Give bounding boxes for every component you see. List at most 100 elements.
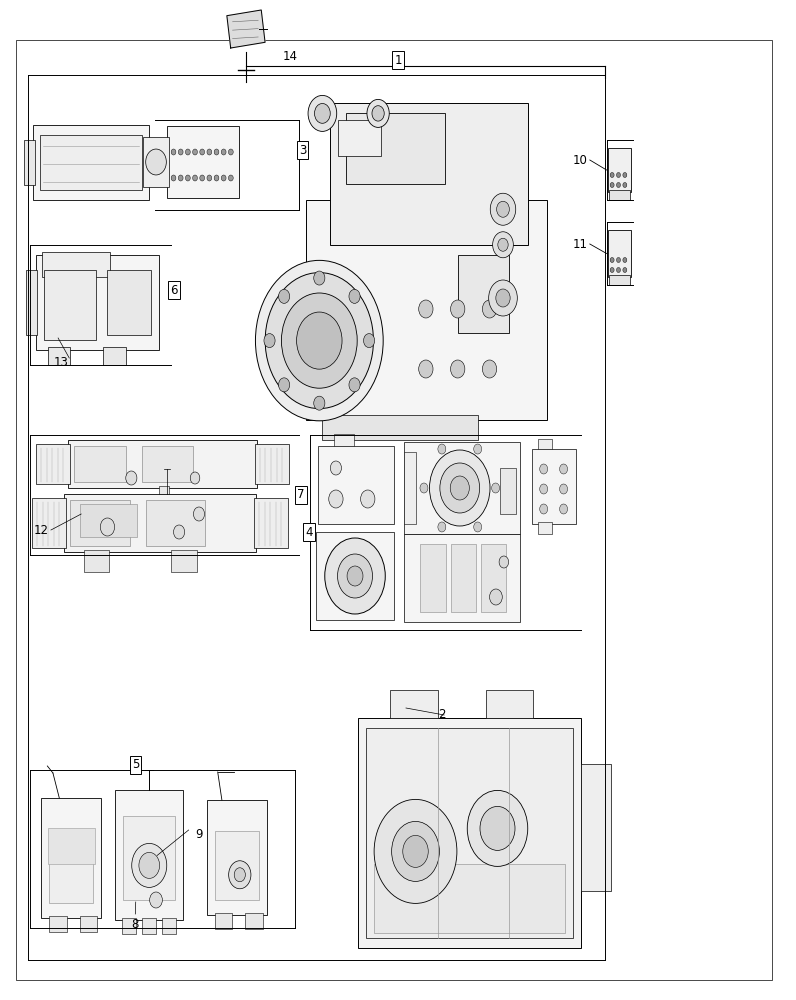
Bar	[41, 798, 101, 918]
Circle shape	[622, 267, 627, 272]
Circle shape	[438, 522, 446, 532]
Text: 9: 9	[195, 828, 202, 842]
Bar	[608, 148, 631, 192]
Circle shape	[617, 182, 621, 187]
Circle shape	[361, 490, 375, 508]
Bar	[70, 500, 130, 546]
Circle shape	[622, 172, 627, 177]
Circle shape	[347, 566, 363, 586]
Bar	[167, 126, 239, 198]
Circle shape	[372, 106, 384, 121]
Circle shape	[419, 300, 433, 318]
Circle shape	[451, 360, 465, 378]
Circle shape	[308, 95, 337, 131]
Circle shape	[364, 334, 375, 348]
Bar	[346, 113, 445, 184]
Circle shape	[349, 378, 360, 392]
Bar	[49, 916, 67, 932]
Bar	[32, 498, 66, 548]
Circle shape	[560, 484, 568, 494]
Bar	[330, 103, 529, 245]
Bar	[84, 550, 109, 572]
Circle shape	[150, 892, 162, 908]
Bar	[338, 120, 380, 156]
Circle shape	[264, 334, 275, 348]
Circle shape	[440, 463, 480, 513]
Bar	[581, 764, 611, 890]
Bar	[481, 544, 506, 612]
Bar	[48, 828, 95, 864]
Bar	[245, 913, 263, 929]
Circle shape	[228, 175, 233, 181]
Bar	[24, 140, 35, 185]
Circle shape	[474, 522, 482, 532]
Circle shape	[474, 444, 482, 454]
Text: 8: 8	[131, 918, 139, 931]
Bar	[458, 255, 509, 333]
Circle shape	[622, 182, 627, 187]
Bar	[255, 444, 289, 484]
Bar	[334, 434, 354, 446]
Circle shape	[193, 507, 205, 521]
Circle shape	[419, 360, 433, 378]
Circle shape	[228, 861, 251, 889]
Bar	[500, 468, 516, 514]
Text: 4: 4	[305, 526, 313, 538]
Bar	[122, 918, 136, 934]
Bar	[404, 442, 520, 534]
Bar	[146, 500, 205, 546]
Circle shape	[560, 504, 568, 514]
Bar	[149, 145, 157, 180]
Circle shape	[482, 300, 497, 318]
Circle shape	[438, 444, 446, 454]
Circle shape	[622, 257, 627, 262]
Circle shape	[420, 483, 428, 493]
Circle shape	[496, 289, 510, 307]
Bar	[143, 137, 169, 187]
Circle shape	[451, 476, 470, 500]
Text: 1: 1	[394, 53, 402, 66]
Circle shape	[493, 232, 513, 258]
Circle shape	[190, 472, 200, 484]
Circle shape	[329, 490, 343, 508]
Bar	[254, 498, 288, 548]
Circle shape	[540, 504, 548, 514]
Bar	[318, 446, 394, 524]
Bar	[159, 486, 169, 506]
Bar	[420, 544, 446, 612]
Bar	[322, 415, 478, 440]
Circle shape	[325, 538, 385, 614]
Bar	[538, 439, 552, 449]
Circle shape	[193, 149, 197, 155]
Circle shape	[221, 149, 226, 155]
Circle shape	[171, 149, 176, 155]
Circle shape	[611, 182, 615, 187]
Bar	[366, 728, 573, 938]
Circle shape	[139, 852, 159, 878]
Circle shape	[490, 193, 516, 225]
Bar	[532, 449, 576, 524]
Circle shape	[207, 149, 212, 155]
Bar	[26, 270, 37, 335]
Circle shape	[430, 450, 490, 526]
Bar	[374, 864, 565, 933]
Circle shape	[126, 471, 137, 485]
Circle shape	[314, 104, 330, 123]
Circle shape	[498, 238, 508, 251]
Circle shape	[314, 271, 325, 285]
Bar	[404, 452, 416, 524]
Bar	[33, 125, 149, 200]
Bar	[36, 444, 70, 484]
Polygon shape	[227, 10, 265, 48]
Bar	[49, 837, 93, 903]
Circle shape	[540, 464, 548, 474]
Bar	[608, 230, 631, 277]
Text: 7: 7	[297, 488, 305, 502]
Circle shape	[234, 868, 245, 882]
Bar	[123, 816, 175, 900]
Circle shape	[100, 518, 115, 536]
Bar	[207, 800, 267, 915]
Bar	[316, 532, 394, 620]
Circle shape	[330, 461, 341, 475]
Circle shape	[314, 396, 325, 410]
